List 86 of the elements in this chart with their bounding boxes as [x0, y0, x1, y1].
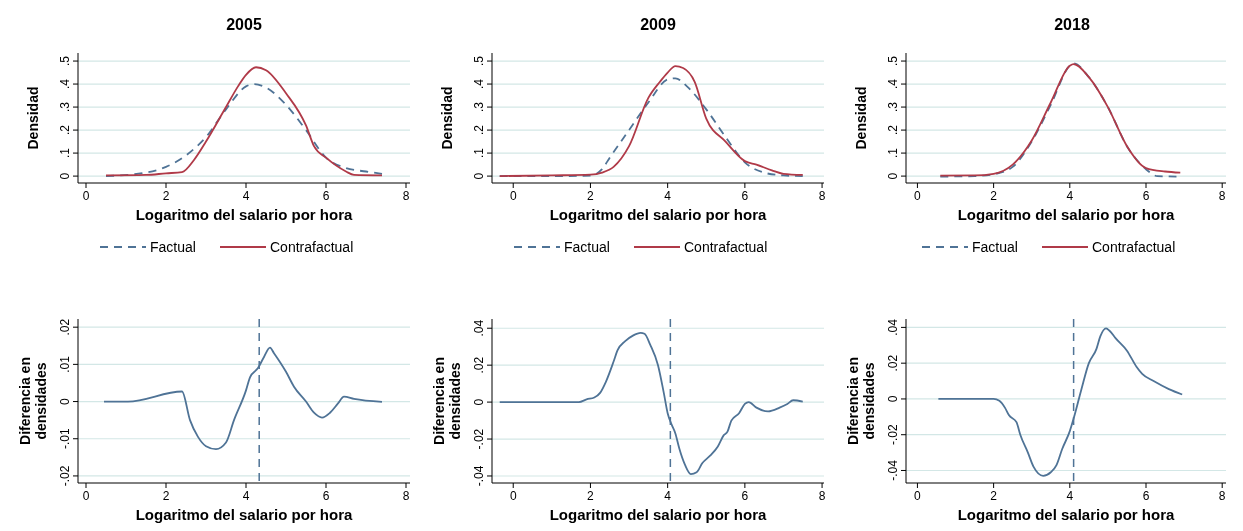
y-tick-label: -.02 [58, 465, 72, 487]
y-tick-label: .1 [472, 147, 486, 159]
x-tick-label: 8 [1218, 489, 1226, 503]
y-tick-label: -.04 [886, 459, 900, 481]
x-tick-label: 6 [322, 489, 330, 503]
x-axis-title: Logaritmo del salario por hora [549, 206, 768, 223]
line-series [105, 83, 383, 177]
y-tick-label: .3 [886, 101, 900, 113]
x-tick-label: 0 [509, 189, 517, 203]
y-tick-label: .2 [886, 124, 900, 136]
x-tick-label: 6 [741, 189, 749, 203]
x-tick-label: 2 [587, 489, 595, 503]
y-tick-label: .4 [58, 78, 72, 90]
x-tick-label: 0 [82, 189, 90, 203]
y-tick-label: .2 [58, 124, 72, 136]
x-tick-label: 2 [162, 189, 170, 203]
legend-label: Factual [972, 239, 1018, 255]
x-tick-label: 2 [990, 489, 998, 503]
line-series [105, 66, 383, 177]
y-axis-title: Densidad [439, 86, 455, 150]
x-tick-label: 8 [402, 189, 410, 203]
x-tick-label: 4 [242, 489, 250, 503]
x-tick-label: 4 [242, 189, 250, 203]
legend-label: Factual [564, 239, 610, 255]
y-tick-label: .3 [58, 101, 72, 113]
x-tick-label: 8 [1218, 189, 1226, 203]
x-axis-title: Logaritmo del salario por hora [957, 206, 1176, 223]
x-tick-label: 8 [818, 489, 826, 503]
y-tick-label: .02 [886, 354, 900, 372]
y-tick-label: .04 [886, 318, 900, 336]
y-tick-label: -.04 [472, 465, 486, 487]
y-axis-title: Diferencia en densidades [845, 357, 877, 445]
x-tick-label: 8 [402, 489, 410, 503]
y-tick-label: .02 [58, 318, 72, 336]
x-tick-label: 6 [741, 489, 749, 503]
y-tick-label: 0 [472, 172, 486, 180]
x-tick-label: 8 [818, 189, 826, 203]
x-axis-title: Logaritmo del salario por hora [957, 506, 1176, 523]
x-axis-title: Logaritmo del salario por hora [135, 506, 354, 523]
y-tick-label: .2 [472, 124, 486, 136]
y-tick-label: .04 [472, 319, 486, 337]
y-axis-title: Diferencia en densidades [17, 357, 49, 445]
y-tick-label: .02 [472, 356, 486, 374]
x-tick-label: 4 [1066, 489, 1074, 503]
x-tick-label: 0 [82, 489, 90, 503]
y-tick-label: .3 [472, 101, 486, 113]
y-tick-label: .01 [58, 355, 72, 373]
y-tick-label: 0 [58, 172, 72, 180]
y-tick-label: 0 [886, 395, 900, 403]
x-tick-label: 0 [914, 189, 922, 203]
y-tick-label: .4 [472, 78, 486, 90]
x-axis-title: Logaritmo del salario por hora [549, 506, 768, 523]
y-tick-label: .5 [886, 55, 900, 67]
legend-label: Contrafactual [270, 239, 354, 255]
x-tick-label: 4 [664, 489, 672, 503]
x-tick-label: 6 [1142, 489, 1150, 503]
chart-title: 2018 [1054, 16, 1090, 33]
chart-title: 2009 [640, 16, 676, 33]
x-axis-title: Logaritmo del salario por hora [135, 206, 354, 223]
y-tick-label: .4 [886, 78, 900, 90]
x-tick-label: 2 [587, 189, 595, 203]
chart-title: 2005 [226, 16, 262, 33]
x-tick-label: 6 [322, 189, 330, 203]
y-axis-title: Diferencia en densidades [431, 357, 463, 445]
y-tick-label: 0 [886, 172, 900, 180]
y-tick-label: 0 [58, 397, 72, 405]
x-tick-label: 2 [990, 189, 998, 203]
x-tick-label: 0 [509, 489, 517, 503]
y-axis-title: Densidad [853, 86, 869, 150]
y-tick-label: 0 [472, 398, 486, 406]
legend-label: Factual [150, 239, 196, 255]
x-tick-label: 0 [914, 489, 922, 503]
y-tick-label: -.01 [58, 428, 72, 450]
y-tick-label: .5 [58, 55, 72, 67]
y-axis-title: Densidad [25, 86, 41, 150]
x-tick-label: 6 [1142, 189, 1150, 203]
y-tick-label: -.02 [886, 424, 900, 446]
x-tick-label: 2 [162, 489, 170, 503]
y-tick-label: .1 [886, 147, 900, 159]
x-tick-label: 4 [1066, 189, 1074, 203]
y-tick-label: -.02 [472, 428, 486, 450]
y-tick-label: .5 [472, 55, 486, 67]
legend-label: Contrafactual [684, 239, 768, 255]
y-tick-label: .1 [58, 147, 72, 159]
x-tick-label: 4 [664, 189, 672, 203]
legend-label: Contrafactual [1092, 239, 1176, 255]
